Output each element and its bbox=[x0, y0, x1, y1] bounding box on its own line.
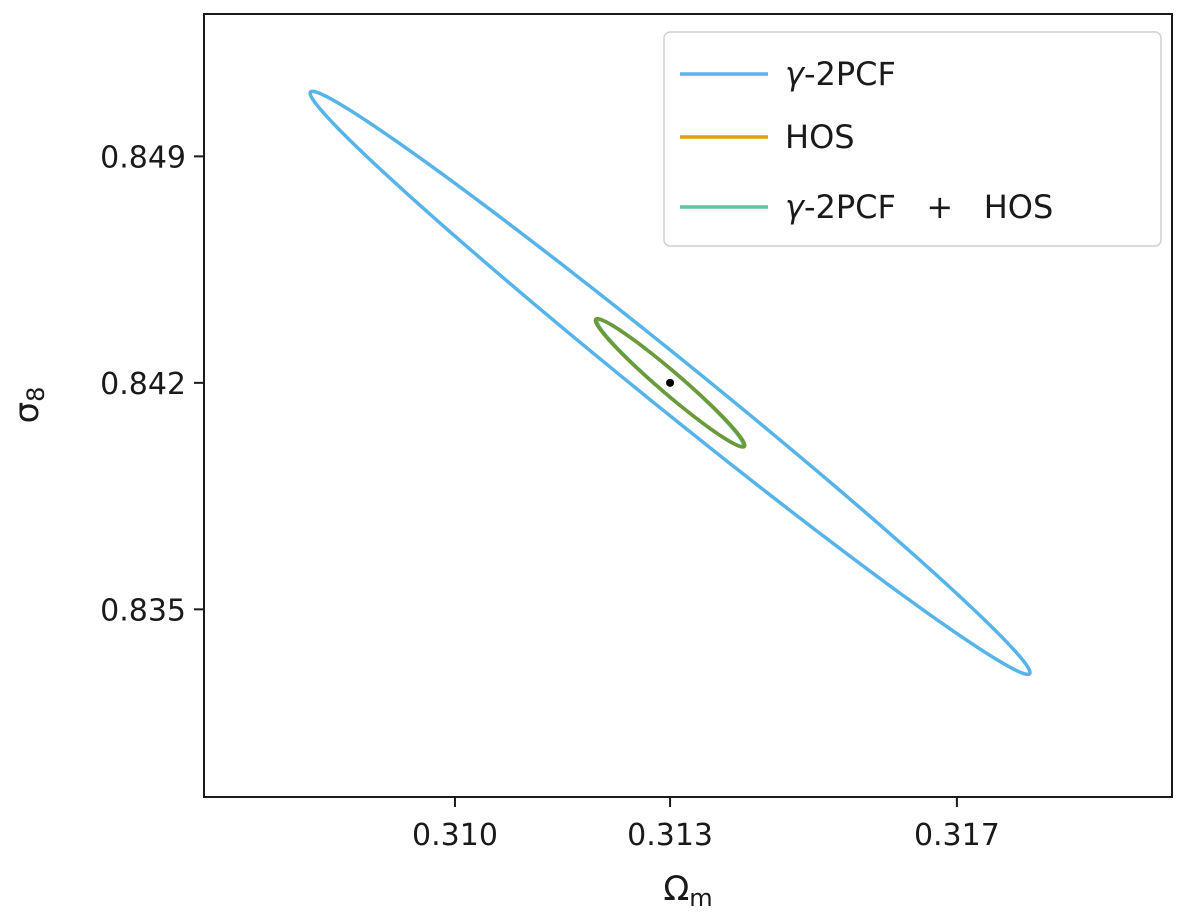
ellipse-gamma-2pcf bbox=[308, 89, 1032, 677]
plot-frame bbox=[203, 13, 1173, 798]
y-axis-ticks: 0.835 0.842 0.849 bbox=[100, 140, 204, 628]
y-tick-label: 0.835 bbox=[100, 593, 186, 628]
x-tick-label: 0.310 bbox=[412, 818, 498, 853]
y-tick-label: 0.842 bbox=[100, 367, 186, 402]
ellipses bbox=[308, 89, 1032, 677]
y-tick-label: 0.849 bbox=[100, 140, 186, 175]
legend-item-gamma-2pcf-label: γ-2PCF bbox=[785, 55, 896, 93]
legend-box bbox=[663, 31, 1162, 247]
ellipse-overlap bbox=[593, 317, 747, 449]
x-tick-label: 0.313 bbox=[627, 818, 713, 853]
legend-items: γ-2PCF HOS γ-2PCF + HOS bbox=[680, 55, 1053, 226]
plot-area bbox=[203, 13, 1173, 798]
legend-item-hos-label: HOS bbox=[785, 118, 855, 156]
legend-item-combined-label: γ-2PCF + HOS bbox=[785, 188, 1053, 226]
fiducial-point bbox=[666, 378, 675, 387]
y-axis-label: σ8 bbox=[7, 387, 50, 424]
x-axis-ticks: 0.310 0.313 0.317 bbox=[412, 797, 1000, 853]
legend: γ-2PCF HOS γ-2PCF + HOS bbox=[663, 31, 1162, 247]
x-axis-label: Ωm bbox=[663, 869, 712, 912]
x-tick-label: 0.317 bbox=[914, 818, 1000, 853]
